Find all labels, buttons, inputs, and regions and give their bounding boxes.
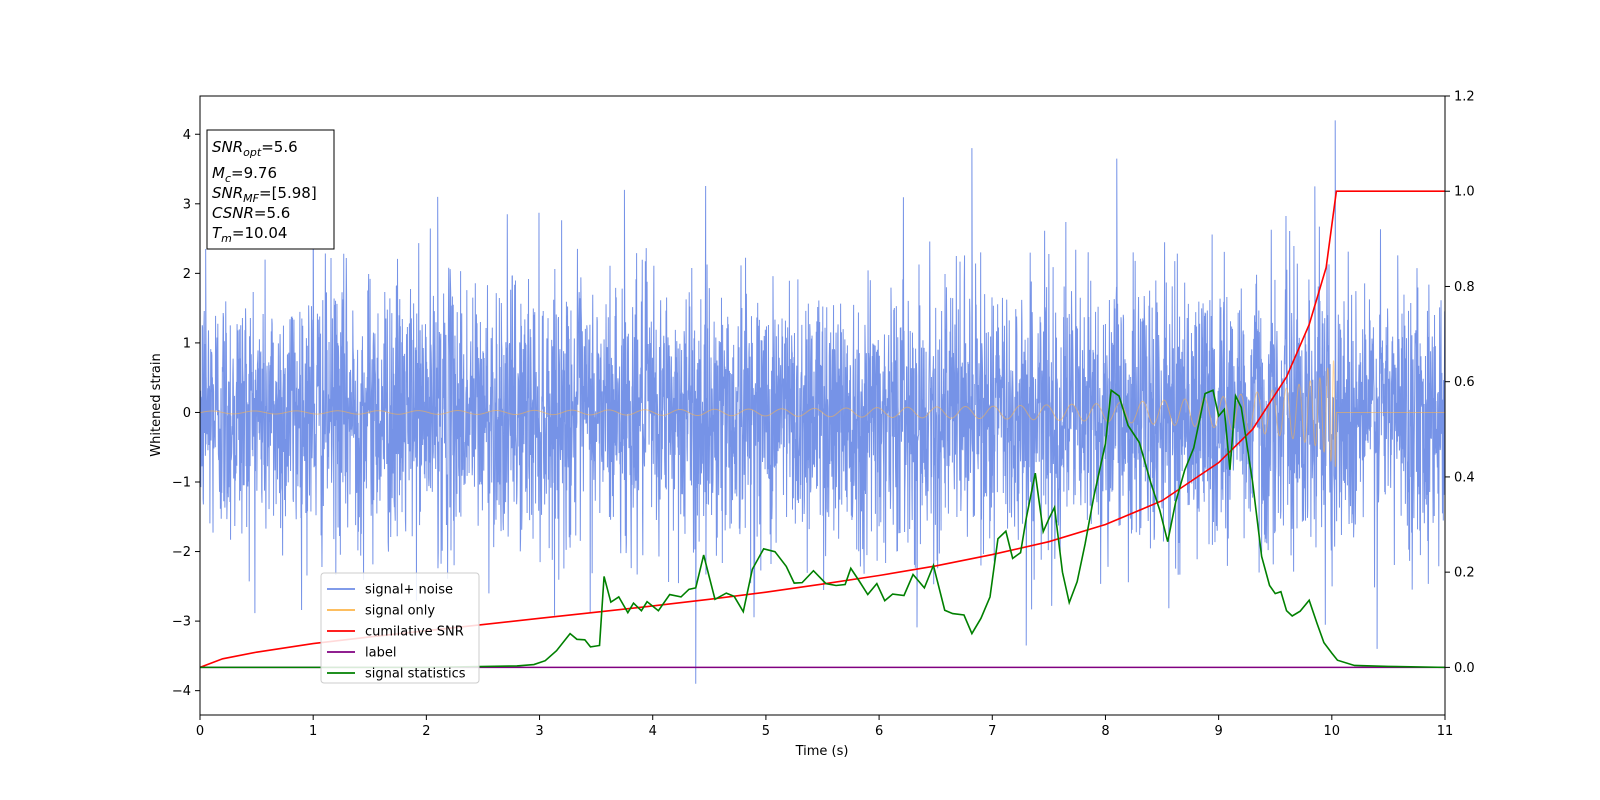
legend-frame — [320, 572, 480, 684]
x-tick-label: 6 — [875, 724, 883, 739]
y2-tick-label: 0.2 — [1454, 566, 1475, 581]
y2-tick-label: 1.2 — [1454, 90, 1475, 105]
x-tick-label: 8 — [1101, 724, 1109, 739]
y-tick-label: 1 — [183, 336, 191, 351]
x-tick-label: 4 — [649, 724, 657, 739]
legend-label: label — [365, 646, 396, 661]
legend-label: signal+ noise — [365, 583, 453, 598]
x-tick-label: 5 — [762, 724, 770, 739]
info-snr-opt: SNRopt=5.6 — [212, 138, 298, 159]
x-tick-label: 9 — [1214, 724, 1222, 739]
series-signal-only — [200, 360, 1445, 467]
y2-tick-label: 0.8 — [1454, 280, 1475, 295]
info-csnr: CSNR=5.6 — [212, 204, 290, 222]
x-axis-label: Time (s) — [795, 744, 849, 759]
legend-label: signal only — [365, 604, 435, 619]
y2-tick-label: 0.4 — [1454, 470, 1475, 485]
x-tick-label: 3 — [535, 724, 543, 739]
plot-area — [200, 120, 1445, 684]
x-tick-label: 7 — [988, 724, 996, 739]
y2-tick-label: 1.0 — [1454, 185, 1475, 200]
y-tick-label: −1 — [172, 476, 191, 491]
y-tick-label: 4 — [183, 128, 191, 143]
y-tick-label: 0 — [183, 406, 191, 421]
y-axis-left: −4 −3 −2 −1 0 1 2 3 4 — [172, 128, 200, 699]
legend-label: signal statistics — [365, 667, 466, 682]
x-tick-label: 10 — [1324, 724, 1341, 739]
x-tick-label: 2 — [422, 724, 430, 739]
info-snr-mf: SNRMF=[5.98] — [212, 184, 317, 205]
y-axis-right: 0.0 0.2 0.4 0.6 0.8 1.0 1.2 — [1445, 90, 1475, 676]
y-axis-label: Whitened strain — [149, 353, 164, 456]
info-box: SNRopt=5.6 Mc=9.76 SNRMF=[5.98] CSNR=5.6… — [206, 129, 335, 250]
y2-tick-label: 0.0 — [1454, 661, 1475, 676]
x-tick-label: 11 — [1437, 724, 1454, 739]
x-tick-label: 0 — [196, 724, 204, 739]
y-tick-label: 3 — [183, 197, 191, 212]
y-tick-label: −2 — [172, 545, 191, 560]
series-signal-statistics — [200, 388, 1445, 669]
info-mc: Mc=9.76 — [212, 164, 277, 185]
plot-frame — [199, 95, 1446, 716]
legend-label: cumilative SNR — [365, 625, 464, 640]
y-tick-label: −4 — [172, 684, 191, 699]
y2-tick-label: 0.6 — [1454, 375, 1475, 390]
y-tick-label: 2 — [183, 267, 191, 282]
y-tick-label: −3 — [172, 615, 191, 630]
x-tick-label: 1 — [309, 724, 317, 739]
info-box-frame — [206, 129, 335, 250]
legend: signal+ noise signal only cumilative SNR la… — [320, 572, 480, 684]
x-axis: 0 1 2 3 4 5 6 7 8 9 10 11 — [196, 715, 1453, 739]
info-tm: Tm=10.04 — [212, 224, 287, 245]
